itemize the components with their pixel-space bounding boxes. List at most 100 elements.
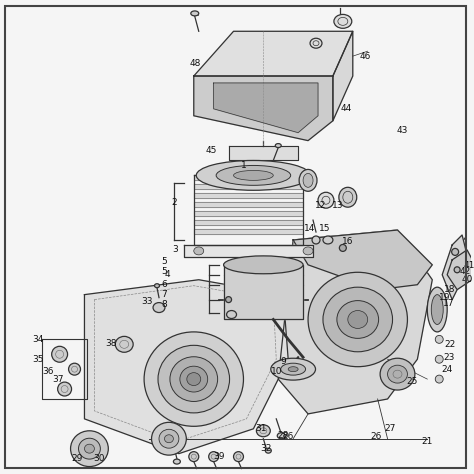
- Ellipse shape: [187, 373, 201, 385]
- Polygon shape: [194, 211, 303, 216]
- Text: 9: 9: [280, 357, 286, 366]
- Text: 15: 15: [319, 224, 331, 233]
- Ellipse shape: [115, 337, 133, 352]
- Text: 1: 1: [241, 161, 246, 170]
- Ellipse shape: [234, 452, 244, 462]
- Ellipse shape: [337, 301, 379, 338]
- Ellipse shape: [152, 422, 186, 455]
- Text: 28: 28: [278, 431, 289, 440]
- Ellipse shape: [265, 448, 271, 453]
- Text: 23: 23: [444, 353, 455, 362]
- Ellipse shape: [194, 247, 204, 255]
- Text: 12: 12: [315, 201, 327, 210]
- Ellipse shape: [323, 236, 333, 244]
- Ellipse shape: [380, 358, 415, 390]
- Ellipse shape: [339, 245, 346, 251]
- Text: 30: 30: [94, 454, 105, 463]
- Polygon shape: [84, 280, 288, 454]
- Ellipse shape: [281, 363, 306, 375]
- Ellipse shape: [69, 363, 81, 375]
- Ellipse shape: [334, 14, 352, 28]
- Ellipse shape: [431, 295, 443, 324]
- Ellipse shape: [323, 287, 392, 352]
- Ellipse shape: [189, 452, 199, 462]
- Ellipse shape: [452, 248, 459, 255]
- Ellipse shape: [227, 310, 237, 319]
- Text: 38: 38: [106, 339, 117, 348]
- Polygon shape: [194, 184, 303, 189]
- Text: 14: 14: [304, 224, 316, 233]
- Ellipse shape: [224, 256, 303, 274]
- Polygon shape: [447, 250, 474, 290]
- Ellipse shape: [428, 287, 447, 332]
- Ellipse shape: [196, 161, 310, 190]
- Text: 4: 4: [164, 270, 170, 279]
- Ellipse shape: [435, 355, 443, 363]
- Polygon shape: [194, 31, 353, 76]
- Ellipse shape: [299, 169, 317, 191]
- Ellipse shape: [173, 459, 181, 464]
- Ellipse shape: [158, 346, 229, 413]
- Polygon shape: [333, 31, 353, 121]
- Text: 27: 27: [385, 424, 396, 433]
- Ellipse shape: [164, 435, 173, 443]
- Text: 45: 45: [206, 146, 218, 155]
- Text: 22: 22: [445, 340, 456, 349]
- Text: 19: 19: [439, 293, 451, 302]
- Ellipse shape: [277, 433, 285, 439]
- Text: 18: 18: [445, 285, 456, 294]
- Text: 26: 26: [370, 432, 381, 441]
- Ellipse shape: [155, 284, 159, 288]
- Text: 21: 21: [422, 437, 433, 446]
- Ellipse shape: [435, 336, 443, 343]
- Text: 33: 33: [141, 297, 153, 306]
- Ellipse shape: [191, 11, 199, 16]
- Ellipse shape: [52, 346, 68, 362]
- Text: 37: 37: [52, 374, 64, 383]
- Ellipse shape: [388, 365, 408, 383]
- Ellipse shape: [312, 236, 320, 244]
- Ellipse shape: [339, 187, 357, 207]
- Ellipse shape: [303, 247, 313, 255]
- Text: 8: 8: [161, 300, 167, 309]
- Text: 43: 43: [397, 126, 408, 135]
- Text: 26: 26: [283, 432, 294, 441]
- Ellipse shape: [308, 272, 408, 367]
- Ellipse shape: [71, 431, 109, 466]
- Text: 31: 31: [255, 424, 267, 433]
- Text: 46: 46: [360, 52, 372, 61]
- Polygon shape: [194, 220, 303, 225]
- Polygon shape: [194, 229, 303, 234]
- Ellipse shape: [58, 382, 72, 396]
- Ellipse shape: [318, 192, 334, 208]
- Ellipse shape: [271, 358, 316, 380]
- Ellipse shape: [180, 366, 208, 392]
- Ellipse shape: [288, 367, 298, 372]
- Polygon shape: [293, 230, 432, 290]
- Ellipse shape: [303, 173, 313, 187]
- Ellipse shape: [84, 444, 94, 453]
- Ellipse shape: [153, 302, 165, 312]
- Ellipse shape: [234, 171, 273, 180]
- Polygon shape: [278, 230, 432, 414]
- Text: 48: 48: [189, 59, 201, 68]
- Polygon shape: [228, 146, 298, 161]
- Ellipse shape: [159, 429, 179, 448]
- Ellipse shape: [170, 357, 218, 401]
- Text: 17: 17: [443, 299, 455, 308]
- Ellipse shape: [226, 297, 231, 302]
- Ellipse shape: [209, 452, 219, 462]
- Polygon shape: [194, 193, 303, 198]
- Ellipse shape: [435, 375, 443, 383]
- Text: 34: 34: [32, 335, 44, 344]
- Polygon shape: [184, 245, 313, 257]
- Text: 5: 5: [161, 257, 167, 266]
- Polygon shape: [442, 235, 467, 300]
- Ellipse shape: [256, 425, 270, 437]
- Polygon shape: [224, 265, 303, 319]
- Text: 7: 7: [161, 290, 167, 299]
- Polygon shape: [214, 83, 318, 133]
- Ellipse shape: [310, 38, 322, 48]
- Text: 42: 42: [459, 267, 471, 276]
- Text: 13: 13: [332, 201, 344, 210]
